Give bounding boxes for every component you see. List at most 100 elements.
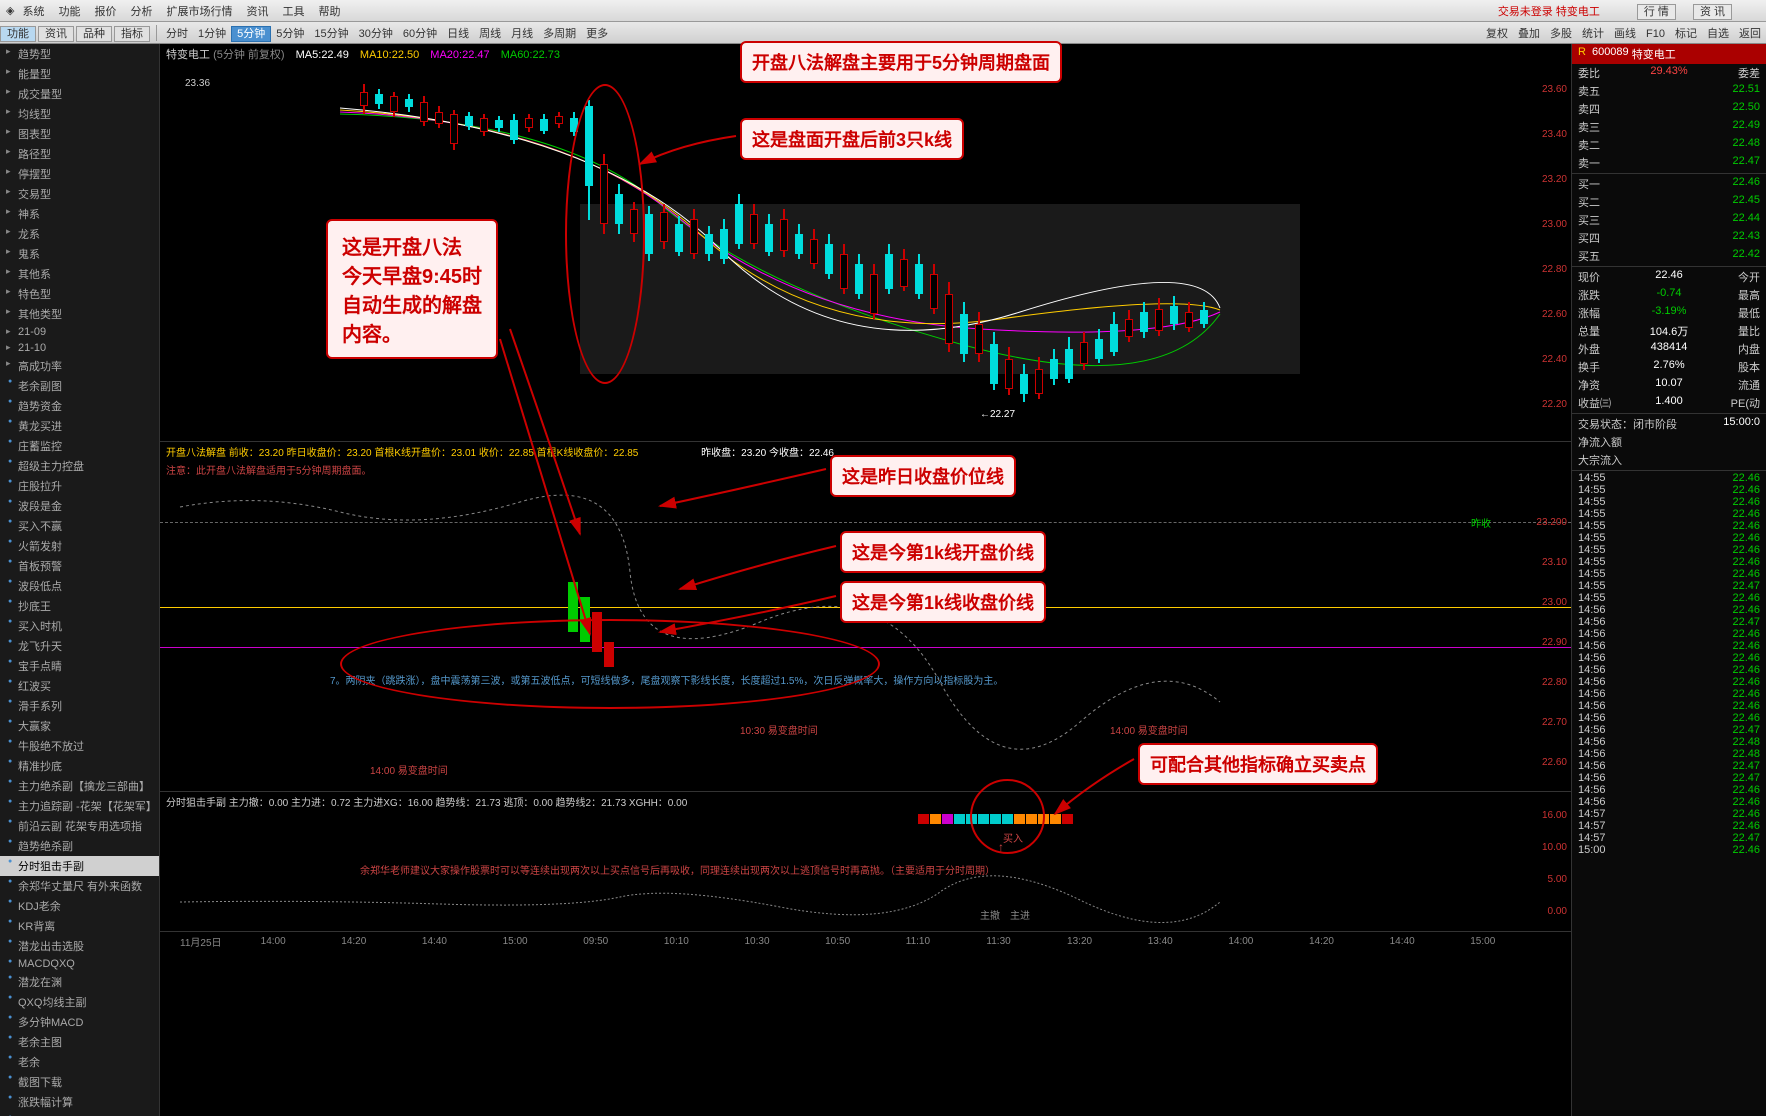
sidebar-item[interactable]: 黄龙买进 [0, 416, 159, 436]
p2-time-r: 14:00 易变盘时间 [1110, 722, 1188, 737]
menu-item[interactable]: 分析 [130, 6, 152, 18]
sidebar-item[interactable]: 鬼系 [0, 244, 159, 264]
toolbar-tab[interactable]: 资讯 [38, 26, 74, 42]
sidebar-item[interactable]: 分时狙击手副 [0, 856, 159, 876]
sidebar-item[interactable]: 图表型 [0, 124, 159, 144]
menu-item[interactable]: 帮助 [318, 6, 340, 18]
panel-3[interactable]: 分时狙击手副 主力撤：0.00 主力进：0.72 主力进XG：16.00 趋势线… [160, 792, 1571, 932]
timeframe-button[interactable]: 多周期 [538, 27, 581, 41]
sidebar-item[interactable]: 趋势型 [0, 44, 159, 64]
menu-item[interactable]: 功能 [58, 6, 80, 18]
status-text: 交易未登录 特变电工 [1498, 3, 1600, 19]
sidebar-item[interactable]: 首板预警 [0, 556, 159, 576]
sidebar-item[interactable]: KR背离 [0, 916, 159, 936]
sidebar-item[interactable]: 主力绝杀副【擒龙三部曲】 [0, 776, 159, 796]
sidebar-item[interactable]: MACDQXQ [0, 956, 159, 972]
sidebar-item[interactable]: 老余主图 [0, 1032, 159, 1052]
sidebar-item[interactable]: 牛股绝不放过 [0, 736, 159, 756]
sidebar-item[interactable]: 趋势资金 [0, 396, 159, 416]
toolbar-right-item[interactable]: 画线 [1609, 27, 1641, 41]
timeframe-button[interactable]: 60分钟 [398, 27, 442, 41]
sidebar-item[interactable]: 波段是金 [0, 496, 159, 516]
sidebar-item[interactable]: 能量型 [0, 64, 159, 84]
menu-item[interactable]: 系统 [22, 6, 44, 18]
timeframe-button[interactable]: 更多 [581, 27, 613, 41]
sidebar-item[interactable]: 其他类型 [0, 304, 159, 324]
toolbar-right-item[interactable]: F10 [1641, 27, 1670, 41]
toolbar-right-item[interactable]: 统计 [1577, 27, 1609, 41]
sidebar-item[interactable]: QXQ均线主副 [0, 992, 159, 1012]
sidebar-item[interactable]: 龙飞升天 [0, 636, 159, 656]
sidebar-item[interactable]: 趋势绝杀副 [0, 836, 159, 856]
sidebar-item[interactable]: 高成功率 [0, 356, 159, 376]
sidebar-item[interactable]: 精准抄底 [0, 756, 159, 776]
timeframe-button[interactable]: 日线 [442, 27, 474, 41]
sidebar-item[interactable]: 交易型 [0, 184, 159, 204]
sidebar-item[interactable]: 截图下载 [0, 1072, 159, 1092]
timeframe-button[interactable]: 15分钟 [309, 27, 353, 41]
tick-row: 14:5622.46 [1572, 604, 1766, 616]
sidebar-item[interactable]: 超级主力控盘 [0, 456, 159, 476]
menu-item[interactable]: 报价 [94, 6, 116, 18]
sidebar-item[interactable]: 余郑华丈量尺 有外来函数 [0, 876, 159, 896]
sidebar-item[interactable]: 成交量型 [0, 84, 159, 104]
top-right-button[interactable]: 资 讯 [1693, 4, 1732, 20]
tick-row: 14:5622.46 [1572, 712, 1766, 724]
bid-row: 买四22.43 [1572, 229, 1766, 247]
arrow-price: ←22.27 [980, 409, 1015, 420]
sidebar-item[interactable]: 抄底王 [0, 596, 159, 616]
sidebar-item[interactable]: 前沿云副 花架专用选项指 [0, 816, 159, 836]
top-right-button[interactable]: 行 情 [1637, 4, 1676, 20]
sidebar-item[interactable]: 老余 [0, 1052, 159, 1072]
menu-item[interactable]: 扩展市场行情 [166, 6, 232, 18]
sidebar-item[interactable]: 主力追踪副 -花架【花架军】 [0, 796, 159, 816]
sidebar-item[interactable]: 买入时机 [0, 616, 159, 636]
sidebar[interactable]: 趋势型能量型成交量型均线型图表型路径型停摆型交易型神系龙系鬼系其他系特色型其他类… [0, 44, 160, 1116]
sidebar-item[interactable]: 常用分时主副图 [0, 1112, 159, 1116]
timeframe-button[interactable]: 5分钟 [231, 26, 271, 42]
sidebar-item[interactable]: 火箭发射 [0, 536, 159, 556]
sidebar-item[interactable]: 滑手系列 [0, 696, 159, 716]
sidebar-item[interactable]: KDJ老余 [0, 896, 159, 916]
sidebar-item[interactable]: 庄蓄监控 [0, 436, 159, 456]
sidebar-item[interactable]: 21-10 [0, 340, 159, 356]
sidebar-item[interactable]: 停摆型 [0, 164, 159, 184]
sidebar-item[interactable]: 涨跌幅计算 [0, 1092, 159, 1112]
sidebar-item[interactable]: 神系 [0, 204, 159, 224]
toolbar-right-item[interactable]: 自选 [1702, 27, 1734, 41]
sidebar-item[interactable]: 多分钟MACD [0, 1012, 159, 1032]
sidebar-item[interactable]: 均线型 [0, 104, 159, 124]
toolbar-right-item[interactable]: 叠加 [1513, 27, 1545, 41]
sidebar-item[interactable]: 路径型 [0, 144, 159, 164]
toolbar-right-item[interactable]: 复权 [1481, 27, 1513, 41]
timeframe-button[interactable]: 30分钟 [354, 27, 398, 41]
sidebar-item[interactable]: 特色型 [0, 284, 159, 304]
toolbar-tab[interactable]: 品种 [76, 26, 112, 42]
toolbar-right-item[interactable]: 返回 [1734, 27, 1766, 41]
sidebar-item[interactable]: 潜龙出击选股 [0, 936, 159, 956]
menu-item[interactable]: 资讯 [246, 6, 268, 18]
sidebar-item[interactable]: 大赢家 [0, 716, 159, 736]
sidebar-item[interactable]: 买入不赢 [0, 516, 159, 536]
sidebar-item[interactable]: 宝手点睛 [0, 656, 159, 676]
toolbar-tab[interactable]: 指标 [114, 26, 150, 42]
sidebar-item[interactable]: 潜龙在渊 [0, 972, 159, 992]
sidebar-item[interactable]: 老余副图 [0, 376, 159, 396]
menu-item[interactable]: 工具 [282, 6, 304, 18]
sidebar-item[interactable]: 红波买 [0, 676, 159, 696]
sidebar-item[interactable]: 庄股拉升 [0, 476, 159, 496]
timeframe-button[interactable]: 5分钟 [271, 27, 309, 41]
sidebar-item[interactable]: 波段低点 [0, 576, 159, 596]
sidebar-item[interactable]: 其他系 [0, 264, 159, 284]
sidebar-item[interactable]: 21-09 [0, 324, 159, 340]
p3-price-label: 5.00 [1548, 874, 1567, 885]
toolbar-right-item[interactable]: 多股 [1545, 27, 1577, 41]
toolbar-right-item[interactable]: 标记 [1670, 27, 1702, 41]
timeframe-button[interactable]: 分时 [161, 27, 193, 41]
toolbar-tab[interactable]: 功能 [0, 26, 36, 42]
timeframe-button[interactable]: 周线 [474, 27, 506, 41]
timeframe-button[interactable]: 月线 [506, 27, 538, 41]
time-label: 11:10 [906, 936, 987, 947]
sidebar-item[interactable]: 龙系 [0, 224, 159, 244]
timeframe-button[interactable]: 1分钟 [193, 27, 231, 41]
